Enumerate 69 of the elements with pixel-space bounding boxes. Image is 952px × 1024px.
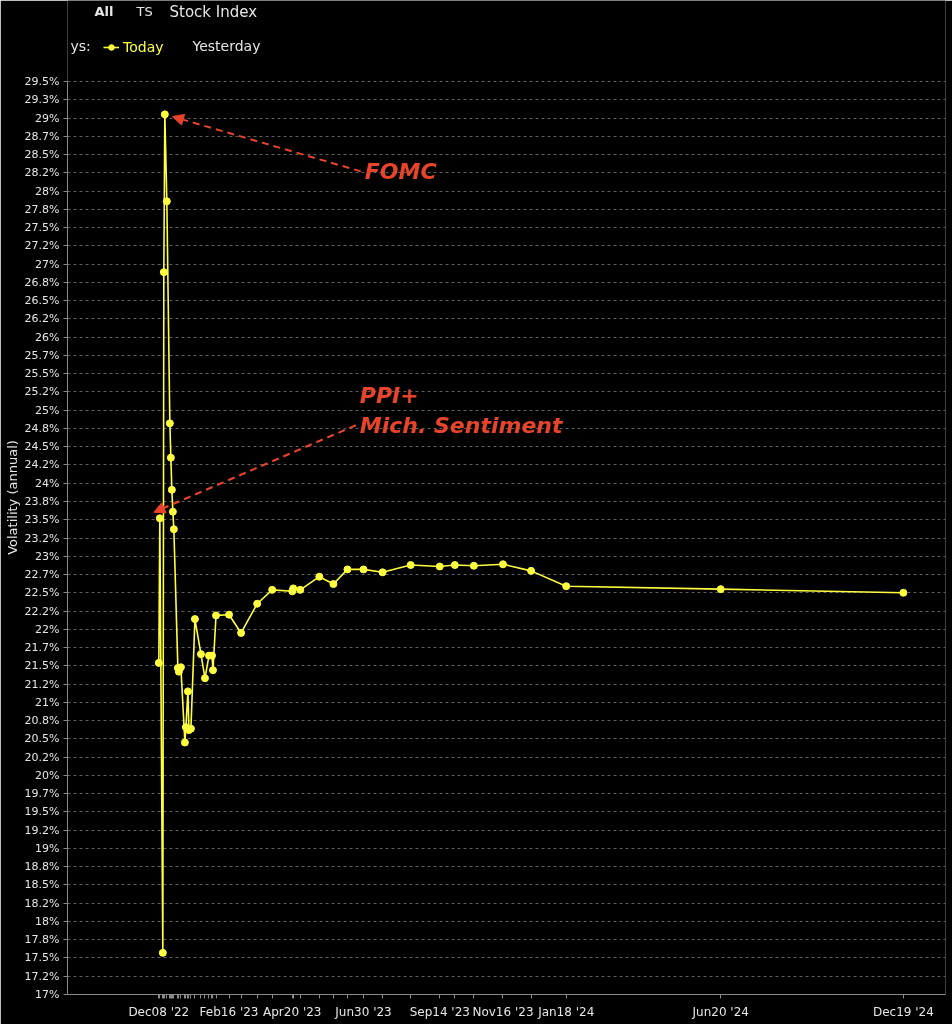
text: Yesterday <box>191 37 261 54</box>
legend-title: ys: <box>70 37 91 54</box>
y-tick-label: 24.5% <box>24 440 60 454</box>
y-tick-label: 29.3% <box>24 93 60 107</box>
x-tick-label: Apr20 '23 <box>263 1004 322 1019</box>
x-tick-label: Dec19 '24 <box>872 1004 934 1019</box>
y-tick-label: 19.5% <box>24 805 60 819</box>
y-tick-label: 20% <box>35 768 60 782</box>
y-tick-label: 18% <box>35 914 60 928</box>
x-tick-label: Jun20 '24 <box>691 1004 749 1019</box>
y-tick-label: 18.8% <box>24 860 60 874</box>
x-tick-label: Sep14 '23 <box>409 1004 470 1019</box>
y-tick-label: 23.2% <box>24 531 60 545</box>
chart-title: Stock Index <box>169 2 258 21</box>
x-tick-label: Nov16 '23 <box>472 1004 534 1019</box>
y-tick-label: 17.5% <box>24 951 60 965</box>
y-tick-label: 28% <box>35 184 60 198</box>
y-tick-label: 28.5% <box>24 148 60 162</box>
y-tick-label: 28.2% <box>24 166 60 180</box>
y-tick-label: 26.2% <box>24 312 60 326</box>
y-tick-label: 27.2% <box>24 239 60 253</box>
y-tick-label: 22.5% <box>24 586 60 600</box>
y-tick-label: 21.7% <box>24 641 60 655</box>
y-tick-label: 21% <box>35 695 60 709</box>
annotation: PPI+ Mich. Sentiment <box>359 382 564 438</box>
x-tick-label: Jan18 '24 <box>537 1004 595 1019</box>
y-tick-label: 17.2% <box>24 969 60 983</box>
y-tick-label: 17.8% <box>24 933 60 947</box>
y-tick-label: 21.2% <box>24 677 60 691</box>
y-tick-label: 20.5% <box>24 732 60 746</box>
y-tick-label: 18.5% <box>24 878 60 892</box>
y-tick-label: 24.2% <box>24 458 60 472</box>
y-tick-label: 23.8% <box>24 494 60 508</box>
y-tick-label: 27.5% <box>24 221 60 235</box>
y-tick-label: 29.5% <box>24 75 60 88</box>
y-tick-label: 18.2% <box>24 896 60 910</box>
y-tick-label: 19.7% <box>24 787 60 801</box>
legend-label: Today <box>123 38 164 56</box>
y-tick-label: 25.7% <box>24 348 60 362</box>
y-tick-label: 20.8% <box>24 714 60 728</box>
y-tick-label: 26.5% <box>24 294 60 308</box>
y-tick-label: 22% <box>35 622 60 636</box>
annotation: FOMC <box>364 158 437 184</box>
text: TS <box>135 4 153 19</box>
y-tick-label: 17% <box>35 988 60 1001</box>
y-tick-label: 27% <box>35 257 60 271</box>
y-tick-label: 25.5% <box>24 367 60 381</box>
y-tick-label: 22.7% <box>24 568 60 582</box>
x-tick-label: Feb16 '23 <box>199 1004 259 1019</box>
x-tick-label: Jun30 '23 <box>334 1004 392 1019</box>
y-tick-label: 23% <box>35 549 60 563</box>
y-tick-label: 21.5% <box>24 659 60 673</box>
y-tick-label: 24% <box>35 476 60 490</box>
y-tick-label: 29% <box>35 111 60 125</box>
y-tick-label: 24.8% <box>24 421 60 435</box>
y-tick-label: 19% <box>35 841 60 855</box>
y-tick-label: 23.5% <box>24 513 60 527</box>
y-tick-label: 25% <box>35 403 60 417</box>
x-tick-label: Dec08 '22 <box>128 1004 190 1019</box>
text: All <box>94 4 114 19</box>
y-tick-label: 20.2% <box>24 750 60 764</box>
y-tick-label: 26.8% <box>24 275 60 289</box>
y-tick-label: 22.2% <box>24 604 60 618</box>
y-tick-label: 28.7% <box>24 129 60 143</box>
y-tick-label: 19.2% <box>24 823 60 837</box>
y-tick-label: 26% <box>35 330 60 344</box>
y-tick-label: 27.8% <box>24 202 60 216</box>
y-tick-label: 25.2% <box>24 385 60 399</box>
y-axis-title: Volatility (annual) <box>4 440 20 555</box>
